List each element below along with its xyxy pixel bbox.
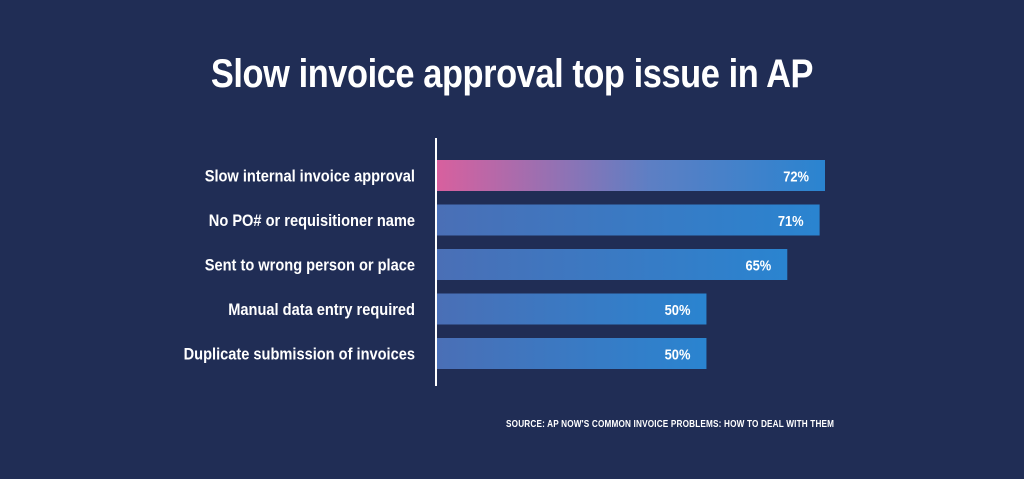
value-label-5: 50%: [665, 346, 691, 363]
source-note: SOURCE: AP NOW'S COMMON INVOICE PROBLEMS…: [505, 419, 834, 430]
bar-5: [437, 338, 707, 369]
value-label-4: 50%: [665, 301, 691, 318]
category-label-4: Manual data entry required: [228, 301, 415, 319]
value-label-2: 71%: [778, 212, 804, 229]
value-label-1: 72%: [783, 168, 809, 185]
category-label-2: No PO# or requisitioner name: [209, 212, 415, 230]
chart-title: Slow invoice approval top issue in AP: [210, 52, 814, 96]
category-label-3: Sent to wrong person or place: [205, 257, 415, 275]
bar-3: [437, 249, 788, 280]
bar-4: [437, 293, 707, 325]
bar-1: [437, 160, 825, 191]
bar-2: [437, 204, 820, 236]
category-label-1: Slow internal invoice approval: [205, 168, 415, 186]
category-label-5: Duplicate submission of invoices: [184, 346, 416, 364]
value-label-3: 65%: [745, 257, 771, 274]
